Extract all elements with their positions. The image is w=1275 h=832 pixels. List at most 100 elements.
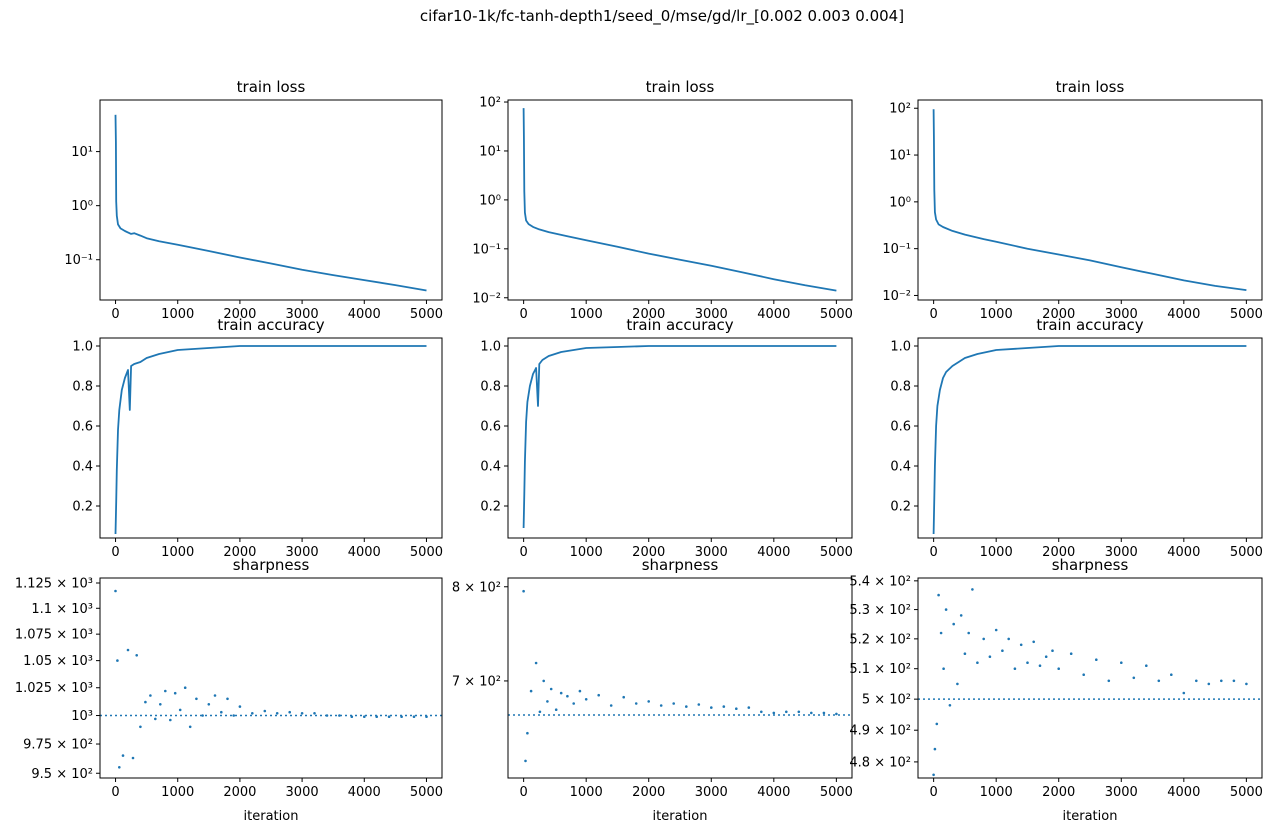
y-tick-label: 1.0 xyxy=(890,340,911,355)
subplot-3: train loss 0 1000 2000 3000 4000 5000 10⁻² 10⁻¹ 1… xyxy=(882,78,1263,322)
x-tick-label: 2000 xyxy=(632,307,665,322)
x-tick-label: 2000 xyxy=(1042,785,1075,800)
y-tick-label: 0.4 xyxy=(480,460,501,475)
y-tick-label: 10⁻¹ xyxy=(64,253,93,268)
y-tick-label: 10⁻¹ xyxy=(882,242,911,257)
x-tick-label: 1000 xyxy=(570,307,603,322)
data-point xyxy=(1082,673,1085,676)
x-tick-label: 2000 xyxy=(1042,545,1075,560)
data-point xyxy=(363,715,366,718)
data-point xyxy=(1220,679,1223,683)
data-point xyxy=(1245,682,1248,686)
y-tick-label: 10⁻² xyxy=(472,291,501,306)
subplot-title: train accuracy xyxy=(1036,316,1143,334)
data-point xyxy=(1051,649,1054,652)
x-tick-label: 4000 xyxy=(757,785,790,800)
data-point xyxy=(835,712,838,716)
data-point xyxy=(169,718,172,722)
x-tick-label: 4000 xyxy=(1167,545,1200,560)
x-tick-label: 0 xyxy=(519,785,527,800)
x-axis-label: iteration xyxy=(1063,809,1118,824)
y-tick-label: 5.4 × 10² xyxy=(849,574,911,589)
subplot-6: train accuracy 0 1000 2000 3000 4000 5000 0.2 0.… xyxy=(890,316,1263,560)
data-point xyxy=(559,691,563,695)
subplot-2: train loss 0 1000 2000 3000 4000 5000 10⁻² 10⁻¹ 1… xyxy=(472,78,853,322)
axes-frame xyxy=(507,99,853,301)
data-point xyxy=(937,593,940,597)
series-line xyxy=(932,345,1247,535)
x-tick-label: 2000 xyxy=(632,785,665,800)
data-point xyxy=(238,705,242,708)
data-point xyxy=(1095,658,1098,661)
data-point xyxy=(988,655,992,658)
data-point xyxy=(526,731,529,735)
data-point xyxy=(1007,637,1010,641)
data-point xyxy=(121,754,125,757)
subplot-8: sharpness 0 1000 2000 3000 4000 5000 7 × 10² 8 ×… xyxy=(452,556,853,824)
y-tick-label: 10⁰ xyxy=(71,199,93,214)
x-tick-label: 1000 xyxy=(161,545,194,560)
y-tick-label: 0.8 xyxy=(72,380,93,395)
data-point xyxy=(1182,691,1186,695)
x-axis-label: iteration xyxy=(244,809,299,824)
x-tick-label: 0 xyxy=(111,785,119,800)
x-tick-label: 5000 xyxy=(410,307,443,322)
x-tick-label: 0 xyxy=(111,307,119,322)
x-tick-label: 5000 xyxy=(820,785,853,800)
data-point xyxy=(1132,676,1136,680)
y-tick-label: 1.025 × 10³ xyxy=(15,681,93,696)
data-point xyxy=(275,712,279,715)
subplot-title: sharpness xyxy=(1052,556,1129,574)
y-tick-label: 0.6 xyxy=(72,420,93,435)
subplot-title: train loss xyxy=(646,78,715,96)
subplot-7: sharpness 0 1000 2000 3000 4000 5000 9.5 × 10² 9… xyxy=(15,556,443,824)
data-point xyxy=(522,589,525,593)
data-point xyxy=(933,747,937,751)
subplot-1: train loss 0 1000 2000 3000 4000 5000 10⁻¹ 10⁰ 10… xyxy=(64,78,443,322)
data-point xyxy=(118,766,121,769)
y-tick-label: 0.2 xyxy=(480,500,501,515)
y-tick-label: 0.4 xyxy=(890,460,911,475)
y-tick-label: 10¹ xyxy=(479,144,501,159)
data-point xyxy=(131,756,135,760)
data-point xyxy=(772,711,776,715)
data-point xyxy=(609,704,613,707)
y-tick-label: 1.05 × 10³ xyxy=(23,654,93,669)
x-tick-label: 0 xyxy=(929,785,937,800)
data-point xyxy=(263,709,267,713)
x-tick-label: 1000 xyxy=(570,545,603,560)
axes-frame xyxy=(99,99,443,301)
y-tick-label: 10² xyxy=(889,102,911,117)
y-tick-label: 5 × 10² xyxy=(862,693,911,708)
data-point xyxy=(149,694,152,697)
series-line xyxy=(114,345,427,535)
data-point xyxy=(647,700,650,703)
data-point xyxy=(542,679,545,683)
data-point xyxy=(935,722,939,726)
data-point xyxy=(822,711,826,715)
y-tick-label: 8 × 10² xyxy=(452,580,501,595)
data-point xyxy=(251,712,254,715)
y-tick-label: 10¹ xyxy=(889,149,911,164)
x-tick-label: 5000 xyxy=(820,307,853,322)
x-tick-label: 0 xyxy=(929,545,937,560)
data-point xyxy=(387,715,391,718)
x-tick-label: 4000 xyxy=(757,545,790,560)
data-point xyxy=(722,705,726,708)
y-tick-label: 5.1 × 10² xyxy=(849,662,911,677)
subplot-5: train accuracy 0 1000 2000 3000 4000 5000 0.2 0.… xyxy=(480,316,853,560)
data-point xyxy=(554,708,558,711)
x-tick-label: 4000 xyxy=(348,307,381,322)
data-point xyxy=(810,711,813,715)
data-point xyxy=(1170,673,1173,676)
series-line xyxy=(932,109,1247,291)
x-tick-label: 3000 xyxy=(286,785,319,800)
y-tick-label: 9.75 × 10² xyxy=(23,738,93,753)
data-point xyxy=(976,661,979,664)
x-tick-label: 2000 xyxy=(223,307,256,322)
data-point xyxy=(288,710,292,714)
data-point xyxy=(232,714,235,717)
y-tick-label: 0.6 xyxy=(480,420,501,435)
axes-frame xyxy=(917,99,1263,301)
x-tick-label: 4000 xyxy=(348,785,381,800)
